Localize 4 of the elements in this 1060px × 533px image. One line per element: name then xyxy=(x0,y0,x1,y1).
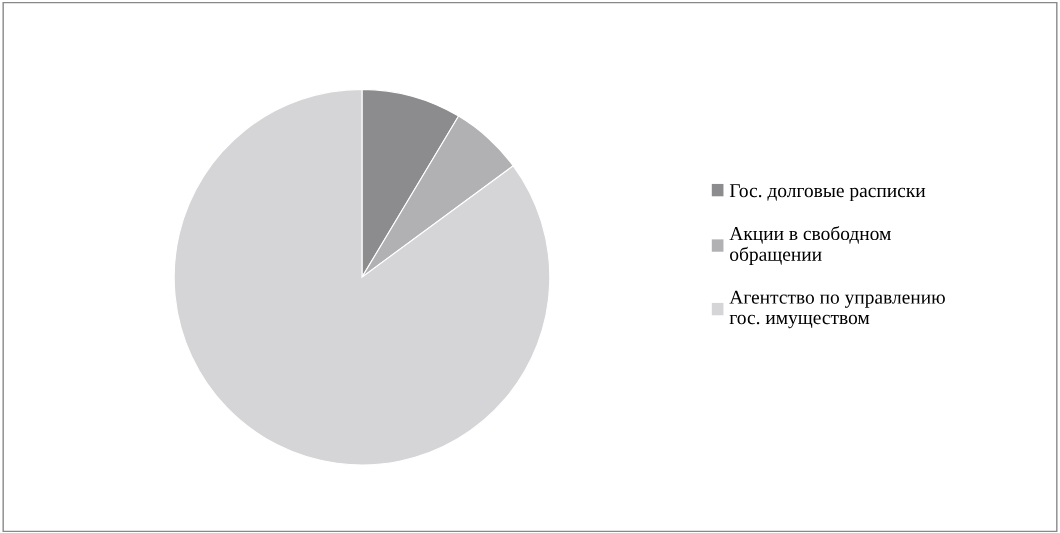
legend-label: Гос. долговые расписки xyxy=(729,184,926,202)
legend-label: Агентство по управлению гос. имуществом xyxy=(729,290,945,329)
legend-label: Акции в свободном обращении xyxy=(729,226,891,265)
pie-slice xyxy=(173,88,551,466)
